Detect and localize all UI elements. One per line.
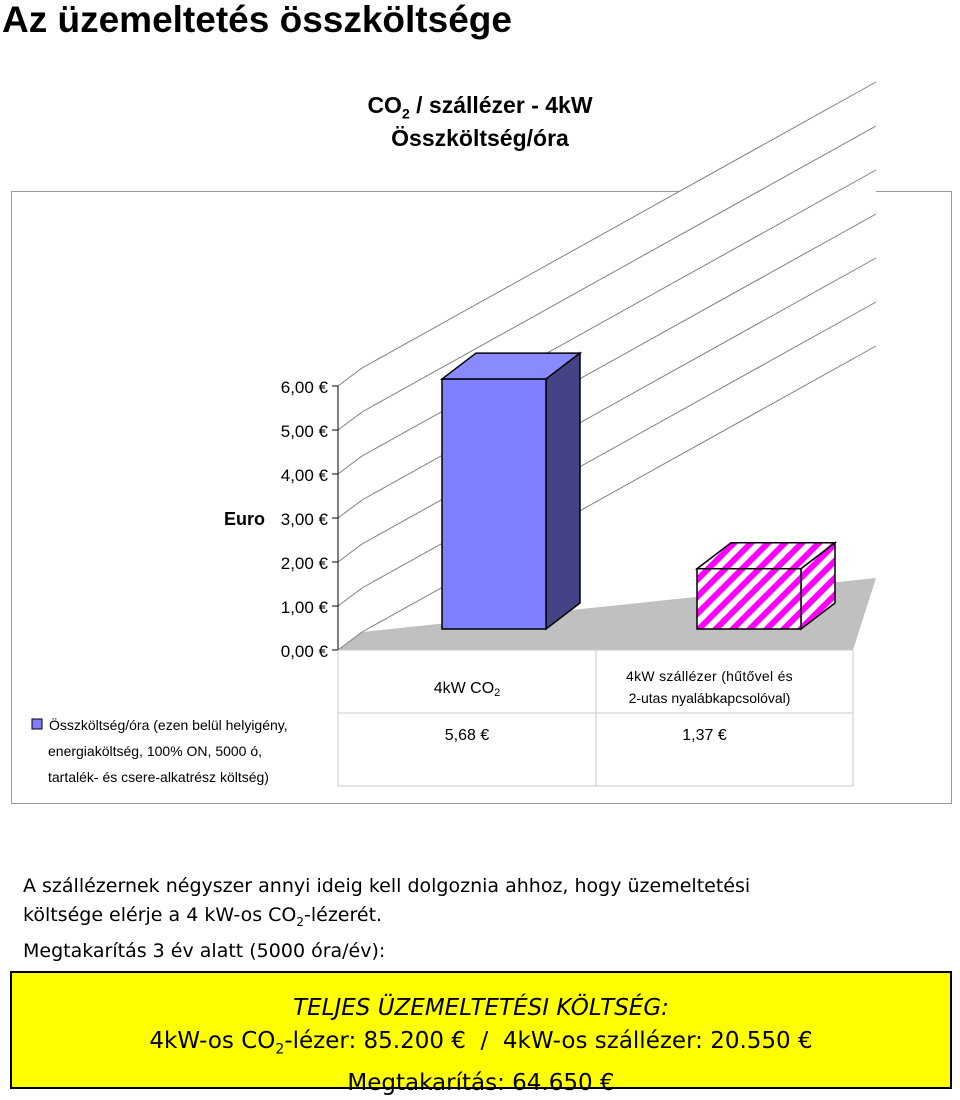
totals-line2-sub: 2 <box>275 1041 285 1058</box>
y-tick-label: 2,00 € <box>281 554 329 573</box>
chart-title-rest: / szállézer - 4kW <box>409 92 593 118</box>
category-label: 4kW szállézer (hűtővel és <box>626 668 793 684</box>
chart-frame <box>11 191 952 804</box>
totals-title: TELJES ÜZEMELTETÉSI KÖLTSÉG: <box>293 995 669 1021</box>
value-label: 5,68 € <box>445 727 490 744</box>
bar-side <box>545 351 581 631</box>
chart-title-co: CO <box>367 92 402 118</box>
gridline-left <box>337 543 363 563</box>
gridline-back <box>361 125 877 413</box>
y-axis-label: Euro <box>224 509 265 529</box>
summary-line2-suffix: -lézerét. <box>304 904 383 926</box>
gridline-left <box>337 587 363 607</box>
legend-entry: energiaköltség, 100% ON, 5000 ó, <box>48 743 262 759</box>
summary-line1: A szállézernek négyszer annyi ideig kell… <box>23 875 751 897</box>
y-tick-label: 0,00 € <box>281 642 329 661</box>
y-tick-label: 4,00 € <box>281 466 329 485</box>
chart-title-sub: 2 <box>401 105 410 122</box>
page-title: Az üzemeltetés összköltsége <box>2 0 512 40</box>
category-label: 2-utas nyalábkapcsolóval) <box>629 690 791 706</box>
totals-line2-prefix: 4kW-os CO <box>149 1028 276 1054</box>
legend-swatch <box>31 718 43 730</box>
y-tick-label: 6,00 € <box>281 378 329 397</box>
summary-text: A szállézernek négyszer annyi ideig kell… <box>23 872 750 966</box>
category-label: 4kW CO2 <box>434 680 501 699</box>
summary-line3: Megtakarítás 3 év alatt (5000 óra/év): <box>23 939 386 962</box>
summary-line2-prefix: költsége elérje a 4 kW-os CO <box>23 904 297 926</box>
summary-line2-sub: 2 <box>296 914 304 929</box>
y-tick-label: 1,00 € <box>281 598 329 617</box>
gridline-back <box>361 81 877 369</box>
summary-line2: költsége elérje a 4 kW-os CO2-lézerét. <box>23 901 750 937</box>
chart-title-line1: CO2 / szállézer - 4kW <box>0 90 960 129</box>
gridline-left <box>337 455 363 475</box>
bar-chart: 0,00 € 1,00 € 2,00 € 3,00 € 4,00 € 5,00 € 6,00… <box>31 81 877 787</box>
bar <box>441 378 547 630</box>
y-tick-label: 3,00 € <box>281 510 329 529</box>
legend-entry: Összköltség/óra (ezen belül helyigény, <box>49 716 288 733</box>
totals-line2: 4kW-os CO2-lézer: 85.200 € / 4kW-os szál… <box>12 1025 950 1067</box>
gridline-left <box>337 367 363 387</box>
bar <box>696 567 802 630</box>
value-label: 1,37 € <box>682 727 727 744</box>
totals-line3: Megtakarítás: 64.650 € <box>347 1069 615 1096</box>
totals-box: TELJES ÜZEMELTETÉSI KÖLTSÉG: 4kW-os CO2-… <box>10 971 952 1096</box>
y-tick-label: 5,00 € <box>281 422 329 441</box>
chart-title-line2: Összköltség/óra <box>391 125 569 151</box>
totals-line2-suffix: -lézer: 85.200 € / 4kW-os szállézer: 20.… <box>284 1028 813 1054</box>
gridline-left <box>337 499 363 519</box>
legend-entry: tartalék- és csere-alkatrész költség) <box>48 769 269 785</box>
gridline-left <box>337 631 363 651</box>
gridline-left <box>337 411 363 431</box>
